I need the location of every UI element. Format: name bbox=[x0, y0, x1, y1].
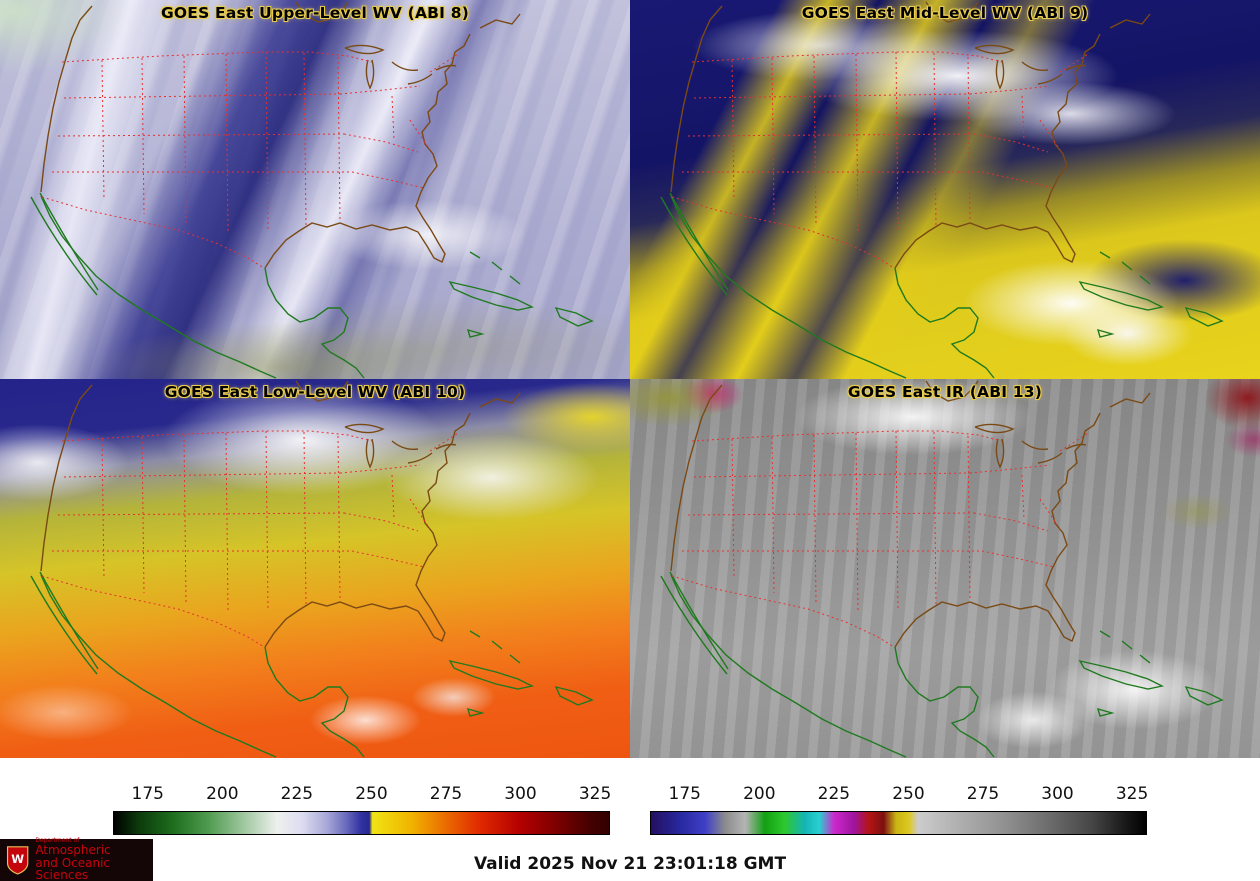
tick-label: 300 bbox=[504, 784, 537, 804]
satellite-panel-upper-level-wv: GOES East Upper-Level WV (ABI 8) bbox=[0, 0, 630, 379]
map-overlay bbox=[660, 380, 1223, 758]
uw-aos-logo: W Department of Atmospheric and Oceanic … bbox=[0, 836, 153, 881]
map-overlay bbox=[30, 1, 593, 379]
tick-label: 325 bbox=[578, 784, 612, 804]
satellite-panel-mid-level-wv: GOES East Mid-Level WV (ABI 9) bbox=[630, 0, 1260, 379]
satellite-panel-low-level-wv: GOES East Low-Level WV (ABI 10) bbox=[0, 379, 630, 758]
tick-label: 250 bbox=[892, 784, 925, 804]
tick-label: 225 bbox=[280, 784, 314, 804]
logo-text: Department of Atmospheric and Oceanic Sc… bbox=[35, 836, 153, 881]
ir-colorbar-group: 175 200 225 250 275 300 325 bbox=[650, 784, 1149, 835]
wv-colorbar bbox=[113, 811, 610, 835]
satellite-panel-ir: GOES East IR (ABI 13) bbox=[630, 379, 1260, 758]
wv-colorbar-group: 175 200 225 250 275 300 325 bbox=[113, 784, 612, 835]
tick-label: 300 bbox=[1041, 784, 1074, 804]
tick-label: 225 bbox=[817, 784, 851, 804]
wv-colorbar-ticks: 175 200 225 250 275 300 325 bbox=[113, 784, 612, 808]
uw-crest-icon: W bbox=[6, 846, 29, 875]
satellite-panel-grid: GOES East Upper-Level WV (ABI 8) GOES Ea… bbox=[0, 0, 1260, 758]
map-overlay bbox=[30, 380, 593, 758]
map-overlay bbox=[660, 1, 1223, 379]
tick-label: 250 bbox=[355, 784, 388, 804]
logo-dept-prefix: Department of bbox=[35, 836, 80, 844]
logo-dept-line2: and Oceanic Sciences bbox=[35, 855, 111, 881]
tick-label: 175 bbox=[668, 784, 702, 804]
footer: 175 200 225 250 275 300 325 175 200 225 … bbox=[0, 758, 1260, 881]
panel-title-abi8: GOES East Upper-Level WV (ABI 8) bbox=[160, 4, 470, 22]
crest-letter: W bbox=[11, 852, 24, 866]
tick-label: 200 bbox=[743, 784, 776, 804]
logo-dept-line1: Atmospheric bbox=[35, 843, 111, 858]
valid-time-label: Valid 2025 Nov 21 23:01:18 GMT bbox=[473, 854, 787, 874]
tick-label: 275 bbox=[966, 784, 1000, 804]
ir-colorbar-ticks: 175 200 225 250 275 300 325 bbox=[650, 784, 1149, 808]
tick-label: 200 bbox=[206, 784, 239, 804]
tick-label: 275 bbox=[429, 784, 463, 804]
ir-colorbar bbox=[650, 811, 1147, 835]
tick-label: 175 bbox=[131, 784, 165, 804]
tick-label: 325 bbox=[1115, 784, 1149, 804]
panel-title-abi13: GOES East IR (ABI 13) bbox=[847, 383, 1043, 401]
panel-title-abi10: GOES East Low-Level WV (ABI 10) bbox=[164, 383, 466, 401]
panel-title-abi9: GOES East Mid-Level WV (ABI 9) bbox=[801, 4, 1089, 22]
